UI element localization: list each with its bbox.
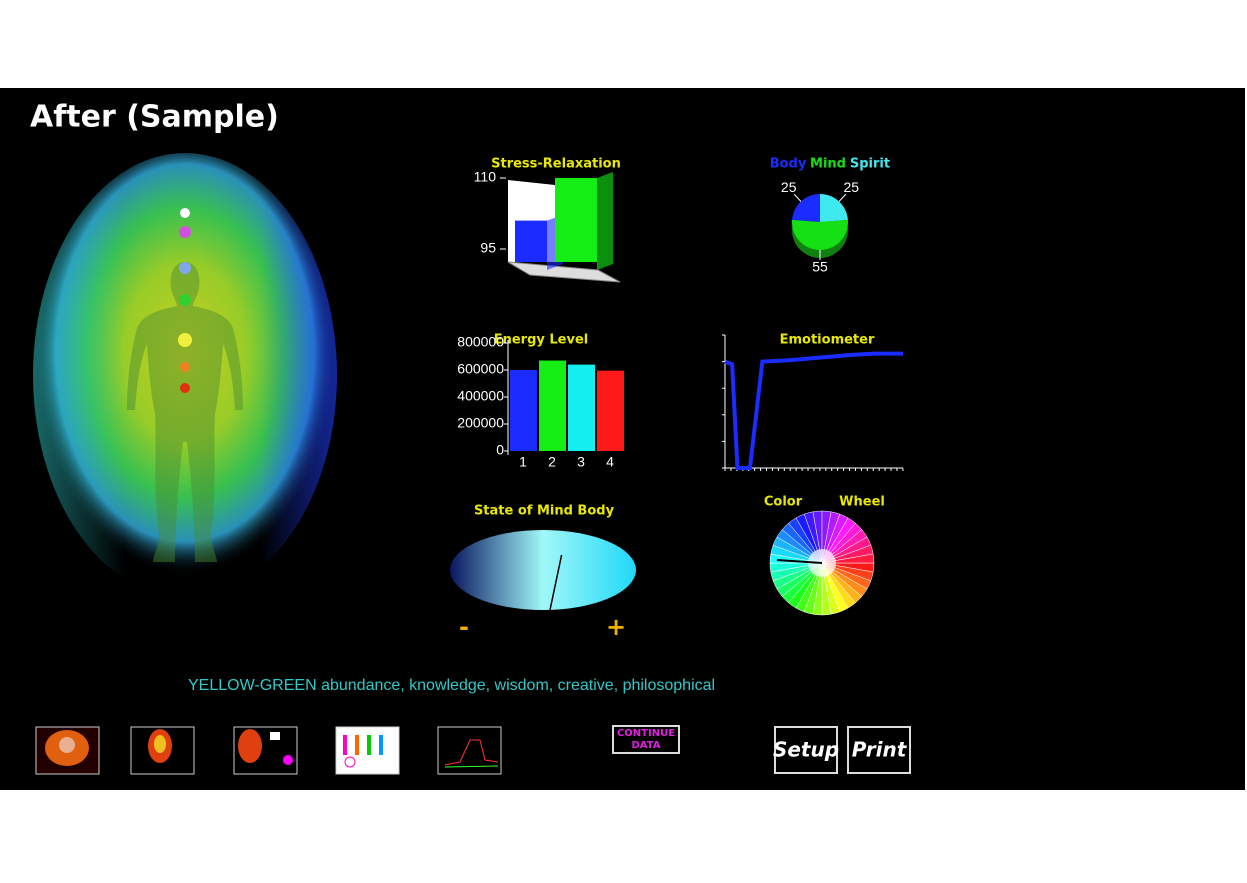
chart-title: State of Mind Body: [474, 504, 615, 519]
gauge-needle: [549, 554, 563, 611]
line: [724, 351, 903, 470]
data-label: 25: [843, 179, 859, 195]
screen-title: After (Sample): [30, 100, 279, 135]
chart-title: Color: [764, 495, 803, 510]
y-tick-label: 0: [496, 442, 504, 458]
bar: [539, 360, 566, 451]
y-tick-label: 95: [480, 240, 496, 256]
gauge-dial: [450, 530, 636, 610]
gauge-min-label: -: [459, 613, 469, 641]
thumbnail[interactable]: [437, 726, 502, 775]
continue-button[interactable]: CONTINUE DATA: [612, 725, 680, 754]
wheel-pointer: [776, 559, 823, 564]
pie-slice: [792, 219, 848, 251]
chart-title: Stress-Relaxation: [491, 157, 621, 172]
chart-title: Emotiometer: [780, 333, 875, 348]
chart-title: Wheel: [839, 495, 885, 510]
thumbnails: [35, 726, 502, 775]
legend-label: Mind: [810, 157, 846, 172]
legend-label: Spirit: [850, 157, 890, 172]
bar: [568, 364, 595, 451]
bar-side: [597, 172, 613, 270]
button-label: Print: [852, 738, 908, 762]
bar: [515, 220, 547, 262]
button-label: CONTINUE: [617, 728, 675, 739]
thumbnail[interactable]: [130, 726, 195, 775]
bar: [555, 178, 597, 262]
gauge-max-label: +: [606, 613, 626, 641]
pie-slice: [792, 194, 820, 222]
y-tick-label: 600000: [457, 361, 504, 377]
label-leader: [793, 193, 802, 202]
x-tick-label: 2: [548, 454, 556, 470]
setup-button[interactable]: Setup: [773, 726, 839, 774]
print-button[interactable]: Print: [847, 726, 911, 774]
x-tick-label: 3: [577, 454, 585, 470]
y-tick-label: 400000: [457, 388, 504, 404]
thumbnail[interactable]: [35, 726, 100, 775]
thumbnail[interactable]: [233, 726, 298, 775]
chart-floor: [507, 261, 621, 283]
caption: YELLOW-GREEN abundance, knowledge, wisdo…: [188, 677, 715, 694]
label-leader: [838, 193, 847, 202]
thumbnail[interactable]: [335, 726, 400, 775]
legend-label: Body: [770, 157, 807, 172]
button-label: Setup: [773, 738, 839, 762]
chart-title: Energy Level: [494, 333, 589, 348]
button-label: DATA: [631, 740, 660, 751]
data-label: 25: [781, 179, 797, 195]
y-tick-label: 200000: [457, 415, 504, 431]
y-tick-label: 800000: [457, 334, 504, 350]
x-tick-label: 4: [606, 454, 614, 470]
y-tick-label: 110: [474, 169, 497, 185]
data-label: 55: [812, 259, 828, 275]
bar: [597, 370, 624, 451]
pie-slice: [820, 194, 848, 222]
bar: [510, 370, 537, 451]
x-tick-label: 1: [519, 454, 527, 470]
aura-image: [33, 153, 337, 597]
